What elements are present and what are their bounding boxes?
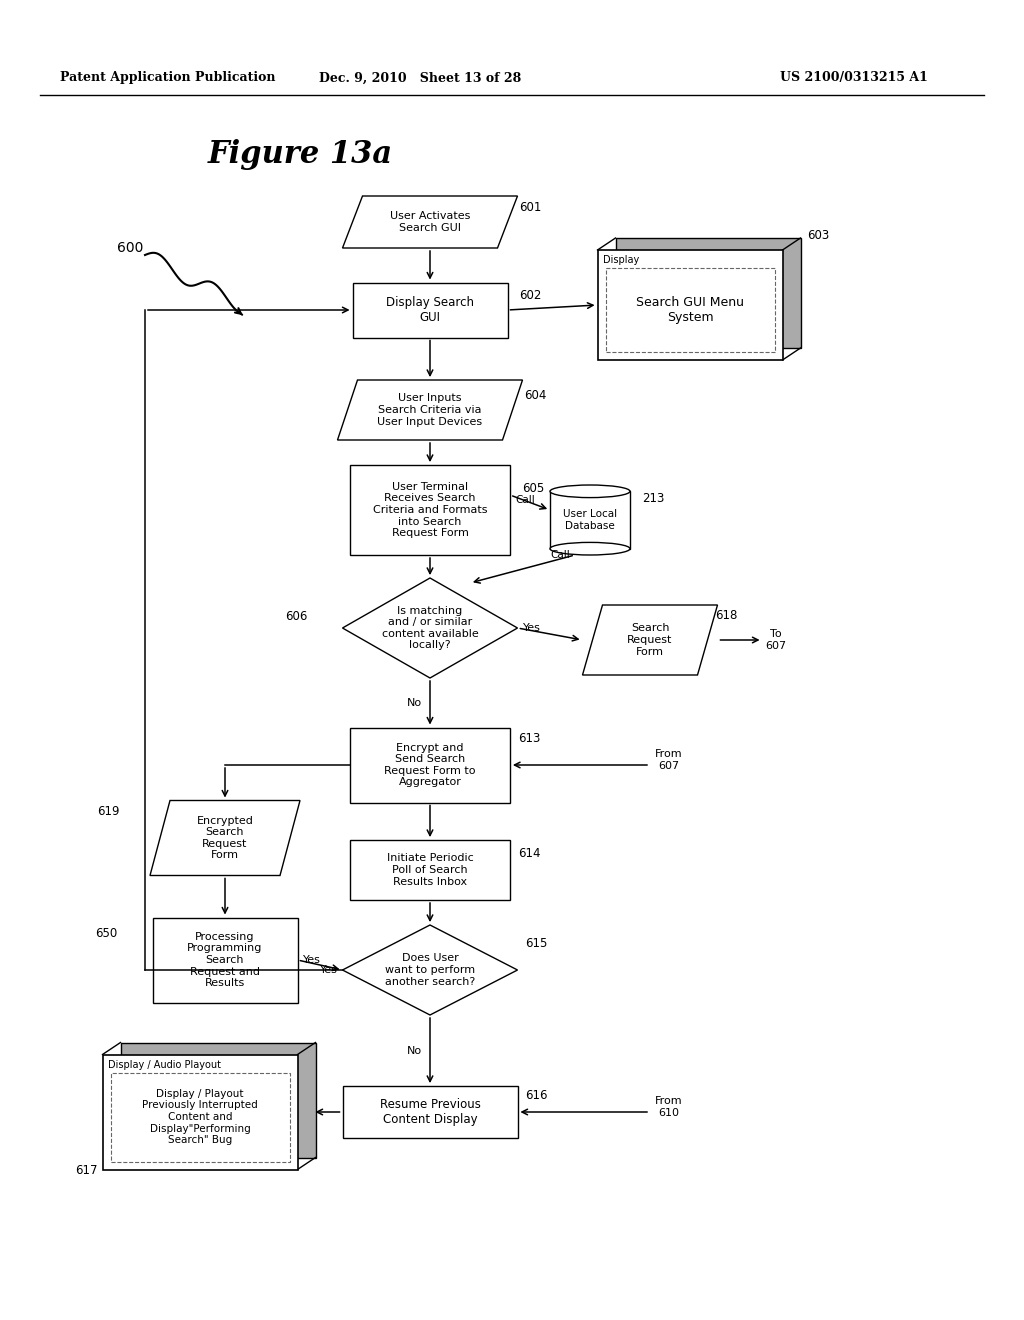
Text: Display Search
GUI: Display Search GUI xyxy=(386,296,474,323)
Text: Search
Request
Form: Search Request Form xyxy=(628,623,673,656)
Text: User Local
Database: User Local Database xyxy=(563,510,617,531)
Text: User Inputs
Search Criteria via
User Input Devices: User Inputs Search Criteria via User Inp… xyxy=(378,393,482,426)
Text: Yes: Yes xyxy=(319,965,338,975)
Text: 613: 613 xyxy=(518,733,541,744)
FancyBboxPatch shape xyxy=(615,238,801,348)
FancyBboxPatch shape xyxy=(550,491,630,549)
Text: 606: 606 xyxy=(285,610,307,623)
Text: Yes: Yes xyxy=(302,954,321,965)
Text: 600: 600 xyxy=(117,242,143,255)
FancyBboxPatch shape xyxy=(102,1055,298,1170)
Text: Encrypt and
Send Search
Request Form to
Aggregator: Encrypt and Send Search Request Form to … xyxy=(384,743,476,788)
Text: Figure 13a: Figure 13a xyxy=(208,140,392,170)
Polygon shape xyxy=(583,605,718,675)
Text: Initiate Periodic
Poll of Search
Results Inbox: Initiate Periodic Poll of Search Results… xyxy=(387,854,473,887)
Text: 604: 604 xyxy=(524,389,547,403)
Text: Encrypted
Search
Request
Form: Encrypted Search Request Form xyxy=(197,816,253,861)
Text: Does User
want to perform
another search?: Does User want to perform another search… xyxy=(385,953,475,986)
Text: Display / Playout
Previously Interrupted
Content and
Display"Performing
Search" : Display / Playout Previously Interrupted… xyxy=(142,1089,258,1146)
Text: No: No xyxy=(407,1045,422,1056)
Text: Yes: Yes xyxy=(522,623,541,634)
Text: 618: 618 xyxy=(716,609,738,622)
Text: 616: 616 xyxy=(525,1089,548,1102)
Polygon shape xyxy=(342,578,517,678)
FancyBboxPatch shape xyxy=(597,249,782,360)
Text: US 2100/0313215 A1: US 2100/0313215 A1 xyxy=(780,71,928,84)
Text: 615: 615 xyxy=(525,937,548,950)
Text: From
610: From 610 xyxy=(655,1096,683,1118)
FancyBboxPatch shape xyxy=(153,917,298,1002)
Text: 614: 614 xyxy=(518,847,541,861)
Text: Display: Display xyxy=(602,255,639,265)
Text: User Activates
Search GUI: User Activates Search GUI xyxy=(390,211,470,232)
Text: Search GUI Menu
System: Search GUI Menu System xyxy=(636,296,744,323)
Polygon shape xyxy=(342,195,517,248)
Text: Is matching
and / or similar
content available
locally?: Is matching and / or similar content ava… xyxy=(382,606,478,651)
FancyBboxPatch shape xyxy=(350,727,510,803)
Text: 213: 213 xyxy=(642,492,665,506)
Text: To
607: To 607 xyxy=(766,630,786,651)
FancyBboxPatch shape xyxy=(121,1043,315,1158)
Text: From
607: From 607 xyxy=(655,750,683,771)
Text: 603: 603 xyxy=(808,228,829,242)
Text: User Terminal
Receives Search
Criteria and Formats
into Search
Request Form: User Terminal Receives Search Criteria a… xyxy=(373,482,487,539)
Text: Display / Audio Playout: Display / Audio Playout xyxy=(108,1060,220,1069)
Text: 619: 619 xyxy=(97,805,120,818)
Text: Patent Application Publication: Patent Application Publication xyxy=(60,71,275,84)
Text: Dec. 9, 2010   Sheet 13 of 28: Dec. 9, 2010 Sheet 13 of 28 xyxy=(318,71,521,84)
Text: Processing
Programming
Search
Request and
Results: Processing Programming Search Request an… xyxy=(187,932,263,989)
Text: 650: 650 xyxy=(95,927,118,940)
Text: No: No xyxy=(407,698,422,708)
Text: 605: 605 xyxy=(522,482,544,495)
FancyBboxPatch shape xyxy=(342,1086,517,1138)
FancyBboxPatch shape xyxy=(350,840,510,900)
Text: 601: 601 xyxy=(519,201,542,214)
Polygon shape xyxy=(150,800,300,875)
Text: 602: 602 xyxy=(519,289,542,302)
Ellipse shape xyxy=(550,543,630,554)
Text: Resume Previous
Content Display: Resume Previous Content Display xyxy=(380,1098,480,1126)
Text: 617: 617 xyxy=(75,1164,97,1177)
Polygon shape xyxy=(338,380,522,440)
Text: Call: Call xyxy=(550,550,570,560)
FancyBboxPatch shape xyxy=(352,282,508,338)
FancyBboxPatch shape xyxy=(350,465,510,554)
Polygon shape xyxy=(342,925,517,1015)
Ellipse shape xyxy=(550,484,630,498)
Text: Call: Call xyxy=(515,495,535,506)
